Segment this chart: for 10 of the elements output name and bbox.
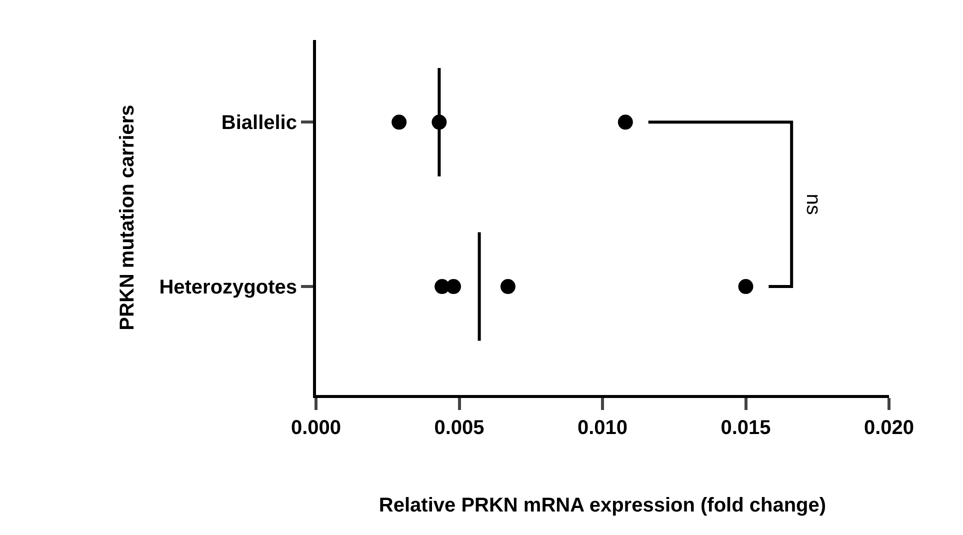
x-axis-title: Relative PRKN mRNA expression (fold change) (378, 494, 826, 516)
x-tick-label: 0.020 (864, 417, 914, 439)
annotation: ns (802, 194, 824, 215)
y-axis-title: PRKN mutation carriers (116, 104, 139, 330)
x-tick-label: 0.005 (434, 417, 484, 439)
x-tick-label: 0.015 (720, 417, 771, 439)
y-tick-label: Heterozygotes (159, 276, 297, 299)
y-tick-label: Biallelic (221, 112, 297, 134)
x-tick-label: 0.010 (577, 417, 628, 439)
x-tick-label: 0.000 (290, 417, 342, 439)
